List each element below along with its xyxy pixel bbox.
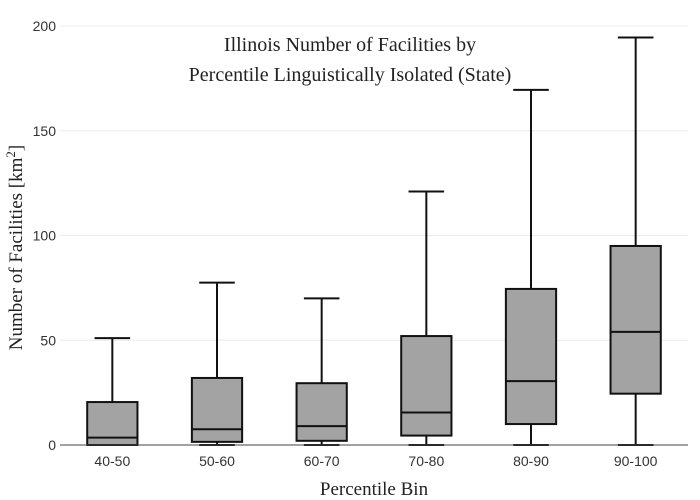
box-80-90 <box>504 88 558 446</box>
box-series <box>86 36 662 446</box>
x-tick-label: 80-90 <box>513 453 549 469</box>
y-axis-label-suffix: ] <box>6 145 27 151</box>
x-tick-label: 50-60 <box>199 453 235 469</box>
x-tick-labels: 40-50 50-60 60-70 70-80 80-90 90-100 <box>94 453 657 469</box>
x-tick-label: 60-70 <box>304 453 340 469</box>
y-axis-label-prefix: Number of Facilities [km <box>6 157 27 350</box>
y-tick-label: 50 <box>40 332 56 348</box>
box-50-60 <box>190 281 244 446</box>
y-tick-labels: 0 50 100 150 200 <box>33 18 57 453</box>
box-60-70 <box>295 297 348 446</box>
x-tick-label: 90-100 <box>614 453 658 469</box>
x-tick-label: 40-50 <box>94 453 130 469</box>
box-iqr <box>400 335 453 437</box>
y-tick-label: 200 <box>33 18 57 34</box>
box-iqr <box>190 376 244 443</box>
y-tick-label: 0 <box>48 437 56 453</box>
box-70-80 <box>400 190 453 446</box>
chart-title-line-2: Percentile Linguistically Isolated (Stat… <box>189 64 512 86</box>
box-iqr <box>504 287 558 426</box>
box-iqr <box>609 244 662 395</box>
box-40-50 <box>86 337 139 446</box>
y-tick-label: 100 <box>33 228 57 244</box>
box-90-100 <box>609 36 662 446</box>
y-tick-label: 150 <box>33 123 57 139</box>
chart-title-line-1: Illinois Number of Facilities by <box>224 34 476 56</box>
y-axis-label: Number of Facilities [km2] <box>3 145 27 350</box>
box-iqr <box>295 382 348 442</box>
x-axis-label: Percentile Bin <box>320 479 429 500</box>
y-axis-label-superscript: 2 <box>3 151 18 158</box>
grid-lines <box>60 25 688 341</box>
x-tick-label: 70-80 <box>408 453 444 469</box>
